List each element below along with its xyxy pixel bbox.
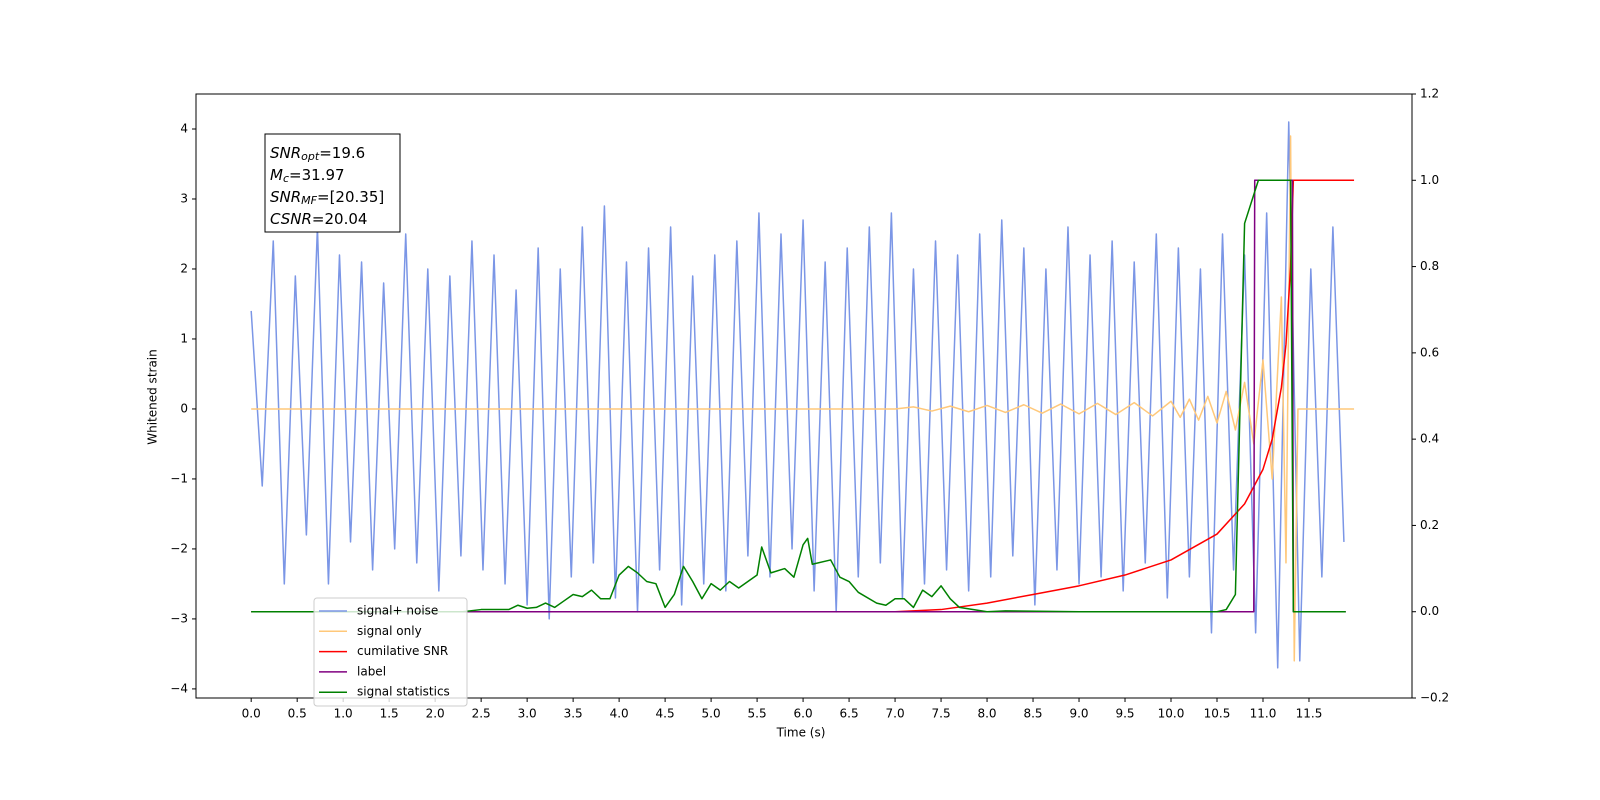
y-tick-label: −1 bbox=[170, 471, 188, 485]
x-tick-label: 10.5 bbox=[1204, 707, 1231, 721]
x-tick-label: 5.5 bbox=[748, 707, 767, 721]
annotation-line: SNRopt=19.6 bbox=[270, 144, 365, 164]
annotation-symbol: SNR bbox=[270, 144, 301, 162]
annotation-symbol: CSNR bbox=[270, 210, 312, 228]
series-line bbox=[251, 135, 1355, 662]
x-tick-label: 0.0 bbox=[242, 707, 261, 721]
annotation-subscript: MF bbox=[301, 194, 317, 207]
y-tick-label: −4 bbox=[170, 681, 188, 695]
annotation-value: =[20.35] bbox=[317, 188, 384, 206]
annotation-subscript: c bbox=[283, 172, 289, 185]
y-tick-label: −3 bbox=[170, 611, 188, 625]
x-tick-label: 4.0 bbox=[610, 707, 629, 721]
x-tick-label: 11.0 bbox=[1250, 707, 1277, 721]
y-tick-label: 1 bbox=[180, 331, 188, 345]
annotation-symbol: M bbox=[270, 166, 283, 184]
x-tick-label: 9.5 bbox=[1115, 707, 1134, 721]
axes-frame bbox=[195, 93, 1413, 699]
legend-label: cumilative SNR bbox=[357, 644, 448, 658]
x-tick-label: 2.0 bbox=[426, 707, 445, 721]
legend-label: signal only bbox=[357, 624, 422, 638]
annotation-line: CSNR=20.04 bbox=[270, 210, 367, 228]
series-line bbox=[251, 179, 1346, 613]
annotation-value: =19.6 bbox=[319, 144, 365, 162]
y2-tick-label: 0.6 bbox=[1420, 345, 1439, 359]
y-tick-label: −2 bbox=[170, 541, 188, 555]
y2-tick-label: 0.8 bbox=[1420, 259, 1439, 273]
series-line bbox=[251, 179, 1346, 613]
legend-label: signal+ noise bbox=[357, 604, 438, 618]
legend-label: label bbox=[357, 664, 386, 678]
series-line bbox=[251, 179, 1355, 613]
x-tick-label: 0.5 bbox=[288, 707, 307, 721]
x-tick-label: 9.0 bbox=[1069, 707, 1088, 721]
y2-tick-label: 1.0 bbox=[1420, 173, 1439, 187]
y2-tick-label: −0.2 bbox=[1420, 691, 1449, 705]
x-tick-label: 3.5 bbox=[564, 707, 583, 721]
legend-box bbox=[313, 597, 468, 707]
x-axis-label: Time (s) bbox=[776, 726, 826, 740]
y2-tick-label: 0.2 bbox=[1420, 518, 1439, 532]
y2-tick-label: 0.0 bbox=[1420, 604, 1439, 618]
x-tick-label: 7.5 bbox=[932, 707, 951, 721]
x-tick-label: 2.5 bbox=[472, 707, 491, 721]
series-line bbox=[250, 121, 1345, 669]
y2-tick-label: 0.4 bbox=[1420, 432, 1439, 446]
y-axis-label: Whitened strain bbox=[146, 349, 160, 445]
y-tick-label: 3 bbox=[180, 191, 188, 205]
y-tick-label: 2 bbox=[180, 261, 188, 275]
annotation-subscript: opt bbox=[301, 150, 320, 163]
annotation-line: Mc=31.97 bbox=[270, 166, 345, 186]
x-tick-label: 3.0 bbox=[518, 707, 537, 721]
annotation-value: =31.97 bbox=[289, 166, 345, 184]
x-tick-label: 1.0 bbox=[334, 707, 353, 721]
annotation-value: =20.04 bbox=[312, 210, 368, 228]
legend: signal+ noise signal only cumilative SNR la… bbox=[313, 597, 468, 707]
x-tick-label: 6.5 bbox=[840, 707, 859, 721]
x-tick-label: 8.0 bbox=[977, 707, 996, 721]
annotation-line: SNRMF=[20.35] bbox=[270, 188, 384, 208]
x-tick-label: 6.0 bbox=[794, 707, 813, 721]
x-tick-label: 10.0 bbox=[1158, 707, 1185, 721]
plot-area bbox=[250, 121, 1355, 669]
x-tick-label: 8.5 bbox=[1023, 707, 1042, 721]
x-tick-label: 1.5 bbox=[380, 707, 399, 721]
y-tick-label: 4 bbox=[180, 121, 188, 135]
x-tick-label: 5.0 bbox=[702, 707, 721, 721]
y2-tick-label: 1.2 bbox=[1420, 87, 1439, 101]
x-tick-label: 11.5 bbox=[1296, 707, 1323, 721]
annotation-symbol: SNR bbox=[270, 188, 301, 206]
legend-label: signal statistics bbox=[357, 685, 450, 699]
x-tick-label: 7.0 bbox=[886, 707, 905, 721]
y-tick-label: 0 bbox=[180, 401, 188, 415]
annotation-box bbox=[264, 133, 401, 233]
x-tick-label: 4.5 bbox=[656, 707, 675, 721]
